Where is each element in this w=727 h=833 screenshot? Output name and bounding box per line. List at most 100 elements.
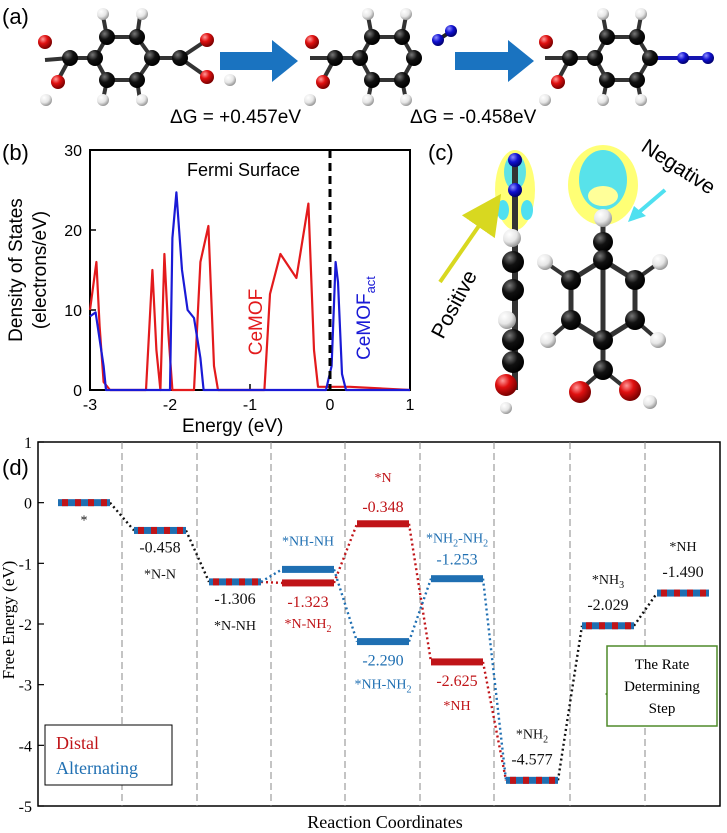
energy-level-bar-distal <box>431 658 483 666</box>
intermediate-label: *NH-NH <box>282 534 334 549</box>
intermediate-label: *N-NH <box>214 619 256 634</box>
energy-level-bar-stripe <box>88 499 94 507</box>
negative-arrow-head <box>628 206 646 222</box>
energy-level-bar-stripe <box>510 776 516 784</box>
connector-distal <box>109 501 135 532</box>
intermediate-label: *N-NH2 <box>285 617 332 635</box>
molecule-intermediate-atoms <box>304 8 457 106</box>
reaction-arrow-1 <box>220 40 298 82</box>
legend-cemof-act: CeMOFact <box>354 276 378 360</box>
energy-value-label: -2.625 <box>436 673 477 690</box>
energy-value-label: -2.029 <box>587 597 628 614</box>
dos-x-tick-label: -3 <box>83 397 97 414</box>
dos-x-axis-label: Energy (eV) <box>182 416 283 437</box>
intermediate-label: *NH2-NH2 <box>426 532 488 550</box>
energy-legend-box <box>44 724 173 786</box>
intermediate-label: *NH <box>443 699 470 714</box>
energy-levels <box>58 499 709 784</box>
panel-a: (a) <box>2 4 714 128</box>
negative-arrow-shaft <box>636 188 667 215</box>
energy-level-bar <box>58 499 110 507</box>
energy-x-axis-label: Reaction Coordinates <box>307 812 462 832</box>
molecule-n2-adsorbed-atoms <box>539 8 714 106</box>
charge-density-side-view <box>495 150 535 414</box>
negative-label: Negative <box>637 135 719 199</box>
energy-level-bar-stripe <box>599 622 605 630</box>
energy-level-bar-stripe <box>674 589 680 597</box>
energy-level-bar-stripe <box>177 526 183 534</box>
energy-step-dividers <box>121 442 646 806</box>
energy-y-tick-label: 0 <box>24 496 32 513</box>
connector-distal <box>633 592 658 627</box>
dos-x-tick-label: -2 <box>163 397 177 414</box>
energy-y-tick-label: -3 <box>19 678 32 695</box>
fermi-surface-label: Fermi Surface <box>187 160 300 180</box>
connector-alternating <box>407 578 433 642</box>
connector-distal <box>556 625 584 781</box>
energy-level-bar-stripe <box>75 499 81 507</box>
energy-level-bar-alternating <box>357 638 409 646</box>
intermediate-label: *N <box>374 471 391 486</box>
energy-level-bar-stripe <box>523 776 529 784</box>
intermediate-label: *N-N <box>144 567 176 582</box>
energy-level-bar <box>506 776 558 784</box>
energy-level-bar <box>134 526 186 534</box>
positive-label: Positive <box>427 267 482 343</box>
energy-level-bar <box>657 589 709 597</box>
panel-c: (c) Positive <box>427 135 719 414</box>
molecule-terephthalic-acid-atoms <box>38 8 236 106</box>
energy-level-bar-stripe <box>612 622 618 630</box>
dos-y-tick-label: 0 <box>73 383 82 400</box>
energy-level-bar <box>209 578 261 586</box>
connector-distal <box>332 523 359 584</box>
intermediate-label: *NH-NH2 <box>354 678 411 696</box>
panel-b-label: (b) <box>2 140 29 165</box>
energy-value-label: -2.290 <box>362 653 403 670</box>
intermediate-label: *NH3 <box>592 573 624 591</box>
energy-value-label: -0.348 <box>362 499 403 516</box>
connector-alternating <box>481 578 508 781</box>
legend-distal: Distal <box>56 733 99 753</box>
energy-level-bar-stripe <box>586 622 592 630</box>
dos-series-group <box>88 191 411 392</box>
energy-level-bar-stripe <box>239 578 245 586</box>
energy-level-bar-stripe <box>164 526 170 534</box>
energy-level-bar-stripe <box>138 526 144 534</box>
energy-value-label: -1.490 <box>662 564 703 581</box>
dos-y-tick-label: 20 <box>64 223 82 240</box>
energy-level-bar-alternating <box>431 575 483 583</box>
energy-y-tick-label: -2 <box>19 617 32 634</box>
energy-value-label: -4.577 <box>511 751 552 768</box>
energy-level-bar-stripe <box>62 499 68 507</box>
energy-level-labels: * -0.458 *N-N -1.306 *N-NH -1.323 *N-NH2 *NH-NH… <box>81 471 704 769</box>
panel-d: (d) 1 0 -1 -2 -3 -4 -5 * -0.458 *N-N -1.306 *N-NH -… <box>0 435 721 832</box>
reaction-arrow-2 <box>455 40 534 82</box>
connector-distal <box>407 523 433 663</box>
connector-distal <box>184 529 211 583</box>
energy-y-tick-label: 1 <box>24 435 32 452</box>
energy-value-label: -1.323 <box>287 594 328 611</box>
energy-y-tick-label: -1 <box>19 556 32 573</box>
dos-x-tick-label: 1 <box>406 397 415 414</box>
dos-y-tick-label: 10 <box>64 303 82 320</box>
charge-density-top-view <box>537 145 668 409</box>
dos-series-line-cemof-act <box>89 191 410 392</box>
dos-y-axis-label-line2: (electrons/eV) <box>30 211 51 329</box>
energy-connectors <box>109 501 658 781</box>
connector-distal <box>481 661 508 781</box>
dos-x-tick-label: -1 <box>243 397 257 414</box>
intermediate-label: *NH2 <box>516 727 548 745</box>
rds-label-line2: Determining <box>624 679 700 695</box>
energy-level-bar-stripe <box>226 578 232 586</box>
energy-level-bar-stripe <box>213 578 219 586</box>
energy-level-bar-stripe <box>252 578 258 586</box>
panel-c-label: (c) <box>428 140 454 165</box>
delta-g-step-1: ΔG = +0.457eV <box>170 107 301 128</box>
intermediate-label: * <box>81 514 88 529</box>
connector-alternating <box>260 568 283 583</box>
energy-y-tick-label: -5 <box>19 799 32 816</box>
energy-value-label: -1.306 <box>214 591 255 608</box>
energy-level-bar-distal <box>282 579 334 587</box>
